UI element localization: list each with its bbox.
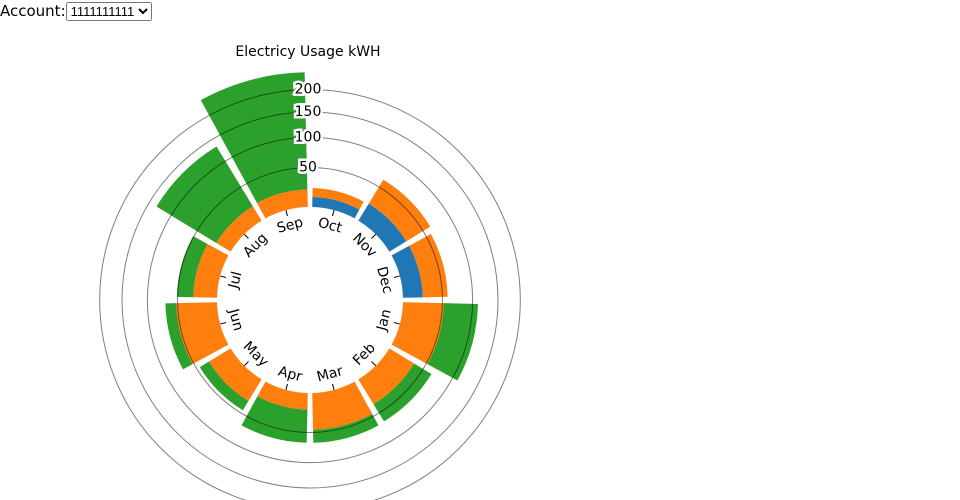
account-label: Account:	[0, 2, 66, 20]
x-tick	[243, 361, 249, 367]
x-tick-label: Jul	[225, 270, 245, 291]
x-tick	[220, 322, 227, 325]
bar-segment	[313, 413, 379, 443]
bar-segment	[216, 206, 262, 252]
x-tick	[371, 233, 377, 239]
x-tick-label: Mar	[315, 363, 345, 385]
bar-segment	[427, 303, 478, 381]
bar-segment	[199, 361, 249, 411]
x-tick-label: Dec	[373, 265, 395, 295]
bar-segment	[257, 381, 308, 410]
x-tick	[332, 210, 335, 217]
chart-title: Electricy Usage kWH	[235, 44, 380, 60]
y-tick-label: 200	[295, 82, 322, 98]
bar-segment	[312, 187, 364, 210]
grid-circle	[99, 89, 521, 500]
x-tick-label: Jun	[225, 306, 246, 332]
bar-segment	[165, 303, 193, 370]
x-tick	[285, 383, 288, 390]
x-tick	[371, 361, 377, 367]
bar-segment	[391, 245, 423, 298]
x-tick	[393, 275, 400, 278]
bar-segment	[209, 348, 262, 401]
bar-segment	[312, 381, 373, 430]
bars	[156, 72, 478, 443]
bar-segment	[409, 233, 448, 298]
bar-segment	[358, 348, 415, 405]
x-tick	[220, 275, 227, 278]
grid-circle	[177, 167, 443, 433]
bar-segment	[312, 197, 360, 219]
bar-segment	[391, 302, 444, 365]
y-tick-label: 150	[295, 104, 322, 120]
bar-segment	[176, 236, 208, 298]
account-select[interactable]: 1111111111	[65, 2, 152, 21]
bar-segment	[176, 302, 229, 365]
grid-circle	[146, 136, 474, 464]
y-tick-label: 100	[295, 129, 322, 145]
x-tick-label: Oct	[316, 215, 344, 237]
bar-segment	[193, 244, 229, 298]
x-tick	[332, 383, 335, 390]
x-tick	[393, 322, 400, 325]
x-tick-label: Apr	[276, 364, 304, 386]
bar-segment	[257, 189, 308, 219]
x-tick	[243, 233, 249, 239]
bar-segment	[156, 146, 253, 243]
bar-segment	[368, 179, 431, 242]
account-bar: Account: 1111111111	[0, 2, 152, 21]
y-tick-label: 50	[299, 160, 317, 176]
x-tick-label: Sep	[275, 214, 305, 236]
x-tick-label: Jan	[374, 307, 395, 333]
bar-segment	[358, 203, 407, 252]
grid-circle	[121, 111, 499, 489]
x-tick	[285, 210, 288, 217]
